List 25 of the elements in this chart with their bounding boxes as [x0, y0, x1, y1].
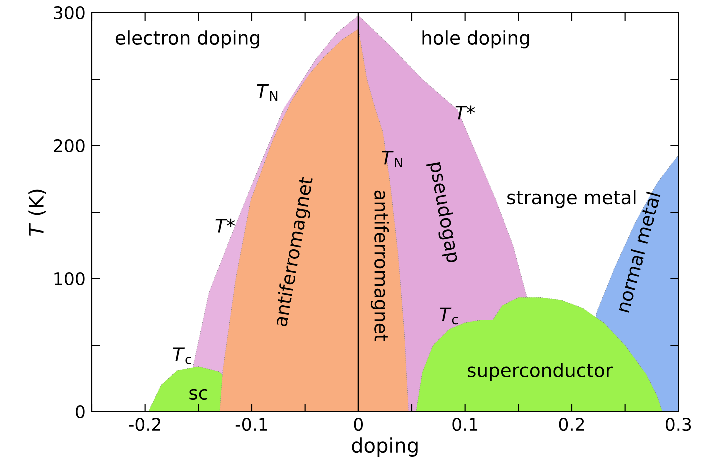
y-tick-label: 200 [54, 139, 85, 153]
annotation: hole doping [422, 30, 530, 49]
annotation: strange metal [508, 190, 636, 208]
x-tick-label: -0.2 [129, 418, 160, 432]
series-label: superconductor [468, 363, 614, 382]
x-tick-label: -0.1 [236, 418, 268, 432]
x-tick-label: 0.2 [559, 418, 584, 432]
series-label: sc [190, 389, 208, 400]
x-tick-label: 0 [354, 418, 364, 432]
y-tick-label: 300 [54, 6, 85, 20]
annotation: T* [456, 106, 476, 120]
annotation: T$_{N}$ [382, 151, 402, 168]
series-label: pseudogap [426, 162, 458, 263]
annotation: T$_{c}$ [173, 348, 192, 364]
y-tick-label: 0 [76, 405, 85, 419]
series-label: antiferromagnet [370, 190, 390, 342]
x-tick-label: 0.1 [452, 418, 478, 432]
annotation: T$_{c}$ [440, 308, 458, 325]
x-axis-title: doping [352, 438, 418, 457]
annotation: T* [216, 218, 236, 233]
annotation: T$_{N}$ [257, 84, 278, 102]
annotation: electron doping [116, 30, 260, 49]
y-axis-title: T (K) [28, 190, 46, 236]
x-tick-label: 0.3 [666, 418, 692, 432]
y-tick-label: 100 [54, 272, 85, 286]
